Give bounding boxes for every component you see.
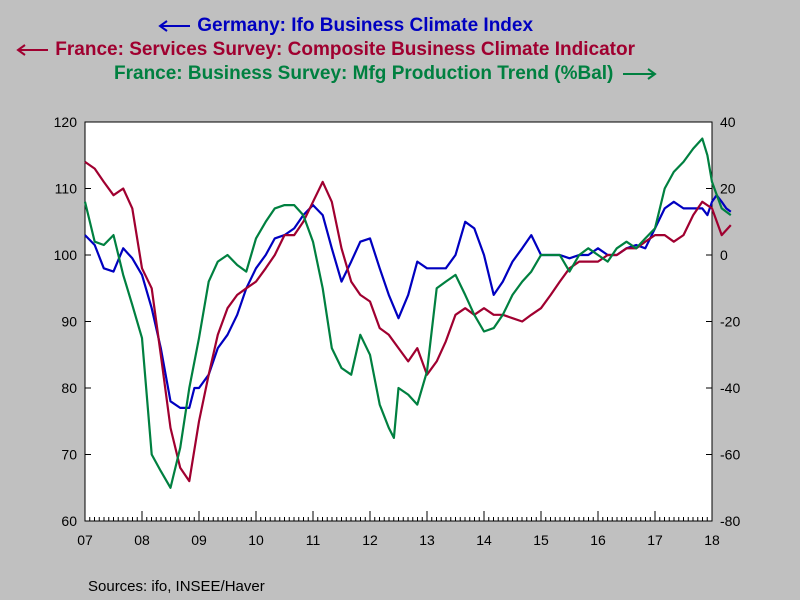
x-tick-label: 11 <box>306 532 321 548</box>
y-right-tick-label: 0 <box>720 247 728 263</box>
y-right-tick-label: -40 <box>720 380 740 396</box>
y-right-tick-label: 20 <box>720 181 736 197</box>
x-tick-label: 14 <box>476 532 492 548</box>
y-left-tick-label: 110 <box>55 181 78 197</box>
sources-note: Sources: ifo, INSEE/Haver <box>88 578 265 595</box>
legend-france-services: France: Services Survey: Composite Busin… <box>14 39 635 61</box>
left-arrow-icon <box>16 44 48 56</box>
y-left-tick-label: 70 <box>61 447 77 463</box>
y-right-tick-label: -20 <box>720 314 740 330</box>
x-tick-label: 15 <box>533 532 549 548</box>
series-line-2 <box>83 137 732 489</box>
y-right-tick-label: 40 <box>720 114 736 130</box>
x-tick-label: 08 <box>134 532 150 548</box>
legend-france-services-label: France: Services Survey: Composite Busin… <box>55 39 635 60</box>
legend-germany: Germany: Ifo Business Climate Index <box>156 15 533 37</box>
y-left-tick-label: 60 <box>61 513 77 529</box>
y-left-tick-label: 100 <box>54 247 78 263</box>
series-lines <box>83 137 732 489</box>
plot-area <box>84 121 713 522</box>
series-line-0 <box>84 194 732 409</box>
x-tick-label: 07 <box>77 532 93 548</box>
x-tick-label: 12 <box>362 532 378 548</box>
x-tick-label: 10 <box>248 532 264 548</box>
x-tick-label: 17 <box>647 532 663 548</box>
x-tick-label: 09 <box>191 532 207 548</box>
y-right-tick-label: -80 <box>720 513 740 529</box>
legend-germany-label: Germany: Ifo Business Climate Index <box>197 15 534 36</box>
y-left-tick-label: 120 <box>54 114 78 130</box>
y-left-tick-label: 80 <box>61 380 77 396</box>
right-arrow-icon <box>622 68 657 80</box>
x-tick-label: 16 <box>590 532 606 548</box>
legend-france-mfg-label: France: Business Survey: Mfg Production … <box>114 63 614 84</box>
x-tick-label: 13 <box>419 532 435 548</box>
legend-france-mfg: France: Business Survey: Mfg Production … <box>114 63 659 85</box>
left-arrow-icon <box>158 20 190 32</box>
series-line-1 <box>84 160 732 483</box>
axis-ticks: 60 70 80 90 100 110 120 -80 -60 -40 -20 0 20 40 07 08 09… <box>54 114 741 548</box>
y-left-tick-label: 90 <box>61 314 77 330</box>
x-tick-label: 18 <box>704 532 720 548</box>
y-right-tick-label: -60 <box>720 447 740 463</box>
